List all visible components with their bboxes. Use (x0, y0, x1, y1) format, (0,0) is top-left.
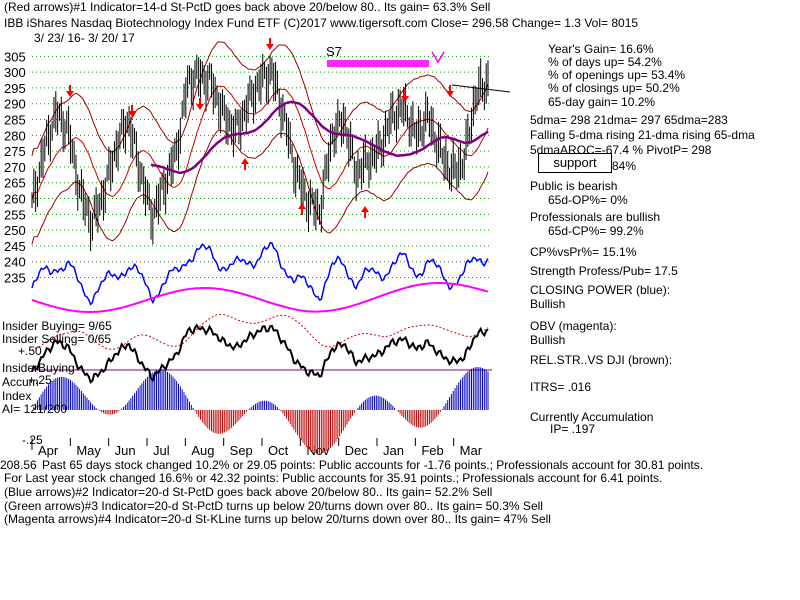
label-insider-buying-2: InsiderBuying (2, 361, 75, 375)
closing-power-line (31, 242, 489, 306)
footer-65day: Past 65 days stock changed 10.2% or 29.0… (42, 458, 704, 472)
red-down-arrowhead (66, 91, 74, 97)
label-minus25: -.25 (22, 433, 43, 447)
footer-last-year: For Last year stock changed 16.6% or 42.… (4, 471, 663, 485)
footer-blue-arrows: (Blue arrows)#2 Indicator=20-d St-PctD g… (4, 485, 493, 499)
closing-power (31, 242, 489, 306)
stat-pros: Professionals are bullish (530, 210, 661, 224)
y-tick-label: 255 (4, 207, 26, 222)
support-button[interactable]: support (538, 153, 612, 173)
stat-days-up: % of days up= 54.2% (548, 55, 662, 69)
stat-strength: Strength Profess/Pub= 17.5 (530, 264, 678, 278)
x-tick-label: May (76, 443, 101, 458)
month-x-axis: Apr May Jun Jul Aug Sep Oct Nov Dec Jan Feb Mar (31, 438, 483, 458)
label-index: Index (2, 389, 32, 403)
y-tick-label: 290 (4, 97, 26, 112)
y-tick-label: 270 (4, 160, 26, 175)
y-tick-label: 250 (4, 223, 26, 238)
footer-magenta-arrows: (Magenta arrows)#4 Indicator=20-d St-KLi… (4, 512, 551, 526)
y-tick-label: 275 (4, 144, 26, 159)
y-tick-label: 245 (4, 239, 26, 254)
red-down-arrowhead (401, 96, 409, 102)
x-tick-label: Feb (421, 443, 443, 458)
red-down-arrowhead (128, 111, 136, 117)
y-tick-label: 295 (4, 81, 26, 96)
y-tick-label: 265 (4, 176, 26, 191)
stat-obv: OBV (magenta): (530, 319, 617, 333)
label-insider-buying: Insider Buying= 9/65 (2, 319, 112, 333)
x-tick-label: Jan (383, 443, 404, 458)
bollinger-bands (31, 41, 489, 245)
obv-line (31, 282, 489, 313)
price-gridlines (32, 55, 492, 279)
x-tick-label: Oct (268, 443, 289, 458)
y-tick-label: 300 (4, 65, 26, 80)
x-tick-label: Jun (115, 443, 136, 458)
red-up-arrowhead (298, 203, 306, 209)
ma21-line (31, 85, 489, 201)
price-y-axis: 3053002952902852802752702652602552502452… (4, 49, 26, 285)
stat-cp-vs-pr: CP%vsPr%= 15.1% (530, 245, 637, 259)
label-insider-selling: Insider Selling= 0/65 (2, 332, 112, 346)
stat-public-op: 65d-OP%= 0% (548, 193, 628, 207)
stat-dma: 5dma= 298 21dma= 297 65dma=283 (530, 113, 728, 127)
red-down-arrowhead (266, 44, 274, 50)
y-tick-label: 285 (4, 113, 26, 128)
stat-ip: IP= .197 (550, 422, 596, 436)
stat-65d-gain: 65-day gain= 10.2% (548, 95, 656, 109)
upper-band (31, 41, 489, 157)
y-tick-label: 280 (4, 128, 26, 143)
header-indicator-line: (Red arrows)#1 Indicator=14-d St-PctD go… (4, 0, 491, 14)
stat-relstr: REL.STR..VS DJI (brown): (530, 353, 673, 367)
footer-prefix: 208.56 (0, 458, 37, 472)
date-range: 3/ 23/ 16- 3/ 20/ 17 (34, 31, 135, 45)
stat-ma-trend: Falling 5-dma rising 21-dma rising 65-dm… (530, 128, 755, 142)
lower-band (31, 129, 489, 245)
x-tick-label: Aug (191, 443, 214, 458)
stat-obv-val: Bullish (530, 333, 566, 347)
trend-line (451, 84, 511, 93)
s7-annotation: S7 (326, 44, 342, 59)
s7-marker-band (327, 60, 429, 67)
stat-itrs: ITRS= .016 (530, 380, 592, 394)
moving-averages (150, 100, 489, 175)
label-plus50: +.50 (18, 344, 42, 358)
price-bars (31, 53, 489, 252)
label-ai: AI= 121/200 (2, 402, 68, 416)
y-tick-label: 240 (4, 255, 26, 270)
x-tick-label: Mar (460, 443, 483, 458)
stat-closing-power: CLOSING POWER (blue): (530, 283, 671, 297)
ma65-line (150, 100, 489, 175)
footer-green-arrows: (Green arrows)#3 Indicator=20-d St-PctD … (4, 499, 543, 513)
red-down-arrowhead (196, 104, 204, 110)
x-tick-label: Sep (230, 443, 253, 458)
stat-public: Public is bearish (530, 179, 618, 193)
y-tick-label: 260 (4, 192, 26, 207)
red-up-arrowhead (361, 206, 369, 212)
stat-accum: Currently Accumulation (530, 410, 654, 424)
stat-closing-power-val: Bullish (530, 297, 566, 311)
magenta-arrow (431, 51, 445, 64)
stat-support-tail: 84% (612, 159, 637, 173)
header-title-line: IBB iShares Nasdaq Biotechnology Index F… (4, 16, 639, 30)
signal-arrows (66, 38, 454, 218)
ma-dotted (31, 313, 489, 351)
insider-line (31, 323, 489, 384)
x-tick-label: Dec (345, 443, 369, 458)
x-tick-label: Jul (153, 443, 170, 458)
red-down-arrowhead (446, 91, 454, 97)
label-accum: Accum (2, 375, 39, 389)
label-plus25: +.25 (28, 373, 52, 387)
x-tick-label: Apr (38, 443, 59, 458)
obv-line (31, 282, 489, 313)
stat-pros-cp: 65d-CP%= 99.2% (548, 224, 644, 238)
y-tick-label: 235 (4, 271, 26, 286)
y-tick-label: 305 (4, 49, 26, 64)
red-up-arrowhead (241, 158, 249, 164)
accumulation-panel (31, 84, 511, 454)
stat-openings-up: % of openings up= 53.4% (548, 68, 686, 82)
stat-years-gain: Year's Gain= 16.6% (548, 42, 654, 56)
stat-closings-up: % of closings up= 50.2% (548, 81, 680, 95)
